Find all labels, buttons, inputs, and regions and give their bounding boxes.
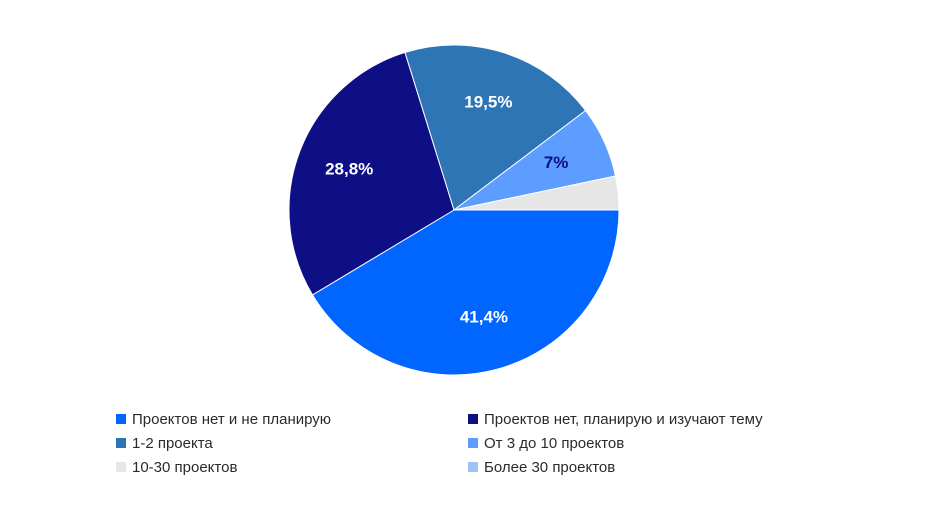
legend-label-4: 10-30 проектов <box>132 458 238 476</box>
pie-data-label-0: 41,4% <box>460 308 508 327</box>
legend-item-4: 10-30 проектов <box>116 456 468 478</box>
pie-slice-0 <box>311 209 620 376</box>
legend-item-3: От 3 до 10 проектов <box>468 432 848 454</box>
pie-data-labels: 41,4% 28,8% 19,5% 7% <box>325 93 568 327</box>
legend-item-1: Проектов нет, планирую и изучают тему <box>468 408 848 430</box>
pie-slice-1 <box>288 51 455 296</box>
legend-label-5: Более 30 проектов <box>484 458 616 476</box>
pie-plot: 41,4% 28,8% 19,5% 7% <box>288 44 620 376</box>
legend-item-2: 1-2 проекта <box>116 432 468 454</box>
legend-item-0: Проектов нет и не планирую <box>116 408 468 430</box>
legend-label-1: Проектов нет, планирую и изучают тему <box>484 410 763 428</box>
pie-data-label-3: 7% <box>544 153 569 172</box>
pie-slice-2 <box>404 44 587 211</box>
legend-swatch-4 <box>116 462 126 472</box>
legend-item-5: Более 30 проектов <box>468 456 848 478</box>
legend-label-2: 1-2 проекта <box>132 434 213 452</box>
pie-slices <box>288 44 620 376</box>
legend-swatch-1 <box>468 414 478 424</box>
legend: Проектов нет и не планирую Проектов нет, … <box>116 408 876 478</box>
legend-label-3: От 3 до 10 проектов <box>484 434 625 452</box>
pie-data-label-1: 28,8% <box>325 159 373 178</box>
pie-data-label-2: 19,5% <box>464 93 512 112</box>
legend-swatch-0 <box>116 414 126 424</box>
legend-swatch-3 <box>468 438 478 448</box>
legend-swatch-2 <box>116 438 126 448</box>
pie-slice-4 <box>453 175 620 211</box>
legend-label-0: Проектов нет и не планирую <box>132 410 332 428</box>
legend-swatch-5 <box>468 462 478 472</box>
